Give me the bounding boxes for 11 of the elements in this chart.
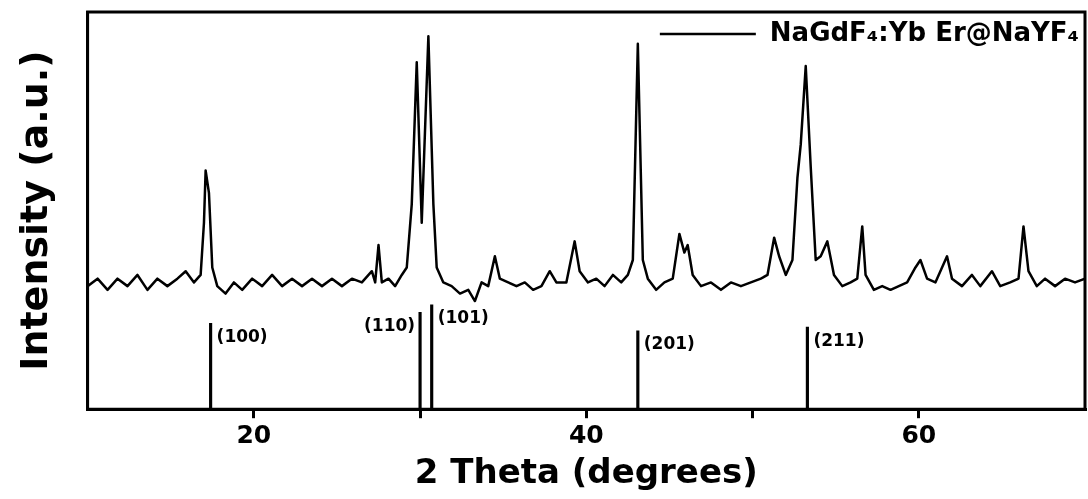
annotation: (211): [813, 329, 865, 350]
y-axis-title: Intensity (a.u.): [11, 50, 56, 371]
annotation: (201): [643, 333, 695, 354]
annotation: (110): [364, 314, 416, 335]
annotation: (100): [216, 325, 268, 346]
x-tick-label: 20: [236, 419, 272, 449]
x-tick-label: 40: [568, 419, 604, 449]
annotation: (101): [437, 307, 489, 328]
x-tick-label: 60: [901, 419, 937, 449]
legend-label: NaGdF₄:Yb Er@NaYF₄: [769, 16, 1079, 47]
x-axis-title: 2 Theta (degrees): [414, 451, 758, 492]
